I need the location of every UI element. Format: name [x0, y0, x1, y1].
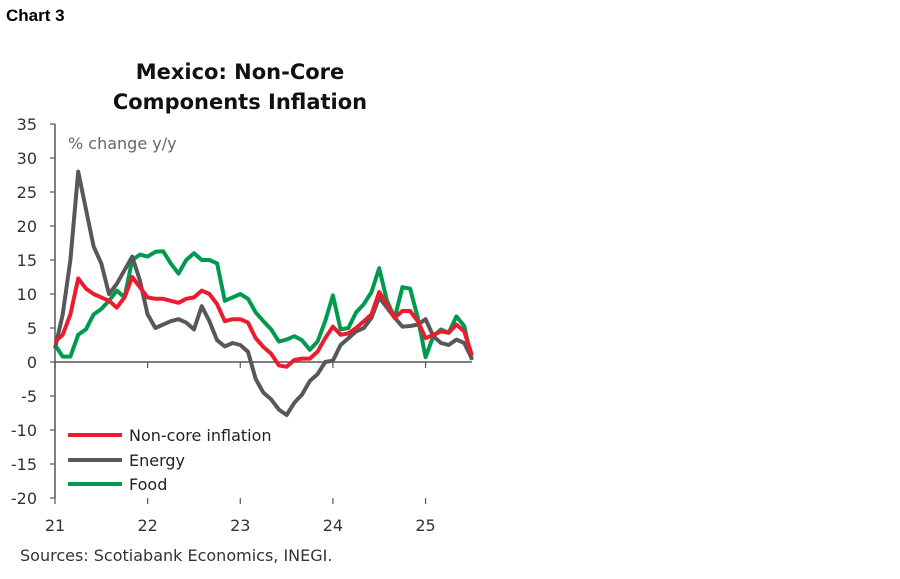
y-tick-label: 0: [27, 353, 37, 372]
y-tick-label: 10: [17, 285, 37, 304]
x-tick-label: 25: [415, 516, 435, 535]
y-tick-label: 30: [17, 149, 37, 168]
legend-label: Food: [129, 475, 167, 494]
legend-label: Energy: [129, 451, 185, 470]
legend-item: Non-core inflation: [68, 426, 272, 445]
y-axis-label: % change y/y: [68, 134, 177, 153]
legend-item: Energy: [68, 451, 185, 470]
y-tick-label: -15: [11, 455, 37, 474]
x-tick-label: 21: [45, 516, 65, 535]
y-tick-label: -5: [21, 387, 37, 406]
y-tick-label: -20: [11, 489, 37, 508]
y-tick-label: 25: [17, 183, 37, 202]
series-line-energy: [53, 169, 474, 417]
y-tick-label: 20: [17, 217, 37, 236]
y-tick-label: -10: [11, 421, 37, 440]
y-tick-label: 15: [17, 251, 37, 270]
chart-label: Chart 3: [6, 6, 65, 25]
series-line-non-core-inflation: [53, 275, 474, 369]
sources-note: Sources: Scotiabank Economics, INEGI.: [20, 546, 333, 565]
x-tick-label: 23: [230, 516, 250, 535]
chart-title-line-2: Components Inflation: [112, 90, 368, 114]
x-tick-label: 22: [137, 516, 157, 535]
legend-item: Food: [68, 475, 167, 494]
chart-title-line-1: Mexico: Non-Core: [135, 60, 345, 84]
y-tick-label: 5: [27, 319, 37, 338]
y-tick-label: 35: [17, 115, 37, 134]
legend-label: Non-core inflation: [129, 426, 272, 445]
x-tick-label: 24: [323, 516, 343, 535]
